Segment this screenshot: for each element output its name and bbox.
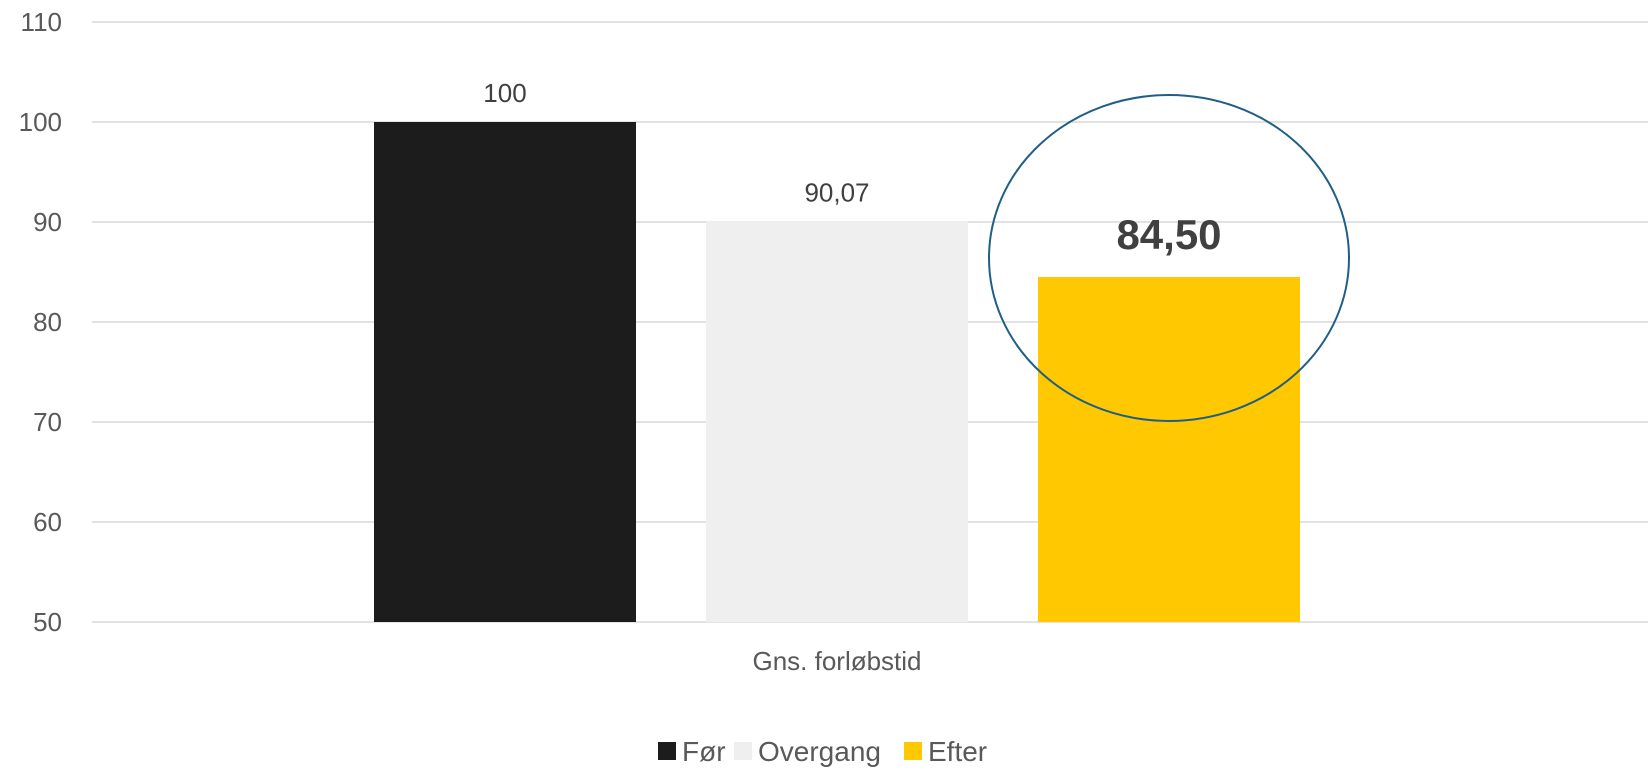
legend-swatch-overgang: [734, 742, 752, 760]
y-tick-label: 80: [33, 307, 62, 337]
legend: Før Overgang Efter: [658, 736, 987, 767]
data-label-før: 100: [483, 78, 526, 108]
highlight-ellipse: [988, 94, 1350, 422]
y-tick-label: 110: [21, 7, 62, 37]
y-tick-label: 90: [33, 207, 62, 237]
bars: [374, 122, 1300, 623]
legend-swatch-før: [658, 742, 676, 760]
legend-label-overgang: Overgang: [758, 736, 881, 767]
data-label-efter: 84,50: [1116, 211, 1221, 258]
y-tick-label: 50: [33, 607, 62, 637]
x-axis-category-label: Gns. forløbstid: [752, 646, 921, 676]
y-tick-label: 60: [33, 507, 62, 537]
legend-label-efter: Efter: [928, 736, 987, 767]
data-labels: 100 90,07 84,50: [483, 78, 1221, 258]
bar-før: [374, 122, 636, 622]
legend-swatch-efter: [904, 742, 922, 760]
bar-overgang: [706, 221, 968, 623]
legend-label-før: Før: [682, 736, 726, 767]
bar-efter: [1038, 277, 1300, 622]
y-axis-tick-labels: 50 60 70 80 90 100 110: [19, 7, 62, 637]
data-label-overgang: 90,07: [804, 177, 869, 207]
y-tick-label: 100: [19, 107, 62, 137]
y-tick-label: 70: [33, 407, 62, 437]
highlight-annotation: [988, 94, 1350, 422]
